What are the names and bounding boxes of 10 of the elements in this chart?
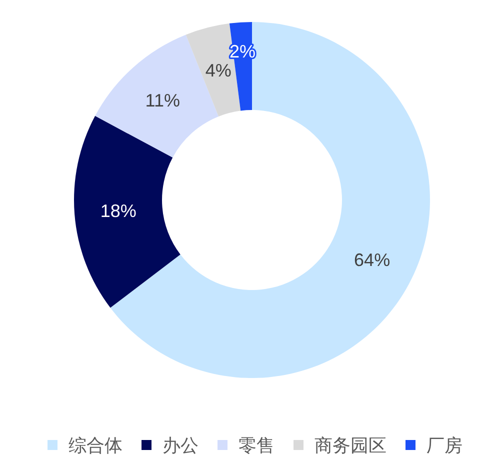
legend-label: 厂房 xyxy=(426,435,462,456)
legend-label: 综合体 xyxy=(68,435,122,456)
data-label: 11% xyxy=(145,90,180,110)
data-label: 4% xyxy=(205,60,232,81)
legend-label: 办公 xyxy=(162,435,198,456)
data-label: 64% xyxy=(354,250,390,270)
donut-slice xyxy=(74,116,180,308)
data-label: 18% xyxy=(100,200,136,221)
legend-label: 商务园区 xyxy=(314,435,386,456)
legend-label: 零售 xyxy=(238,435,274,456)
